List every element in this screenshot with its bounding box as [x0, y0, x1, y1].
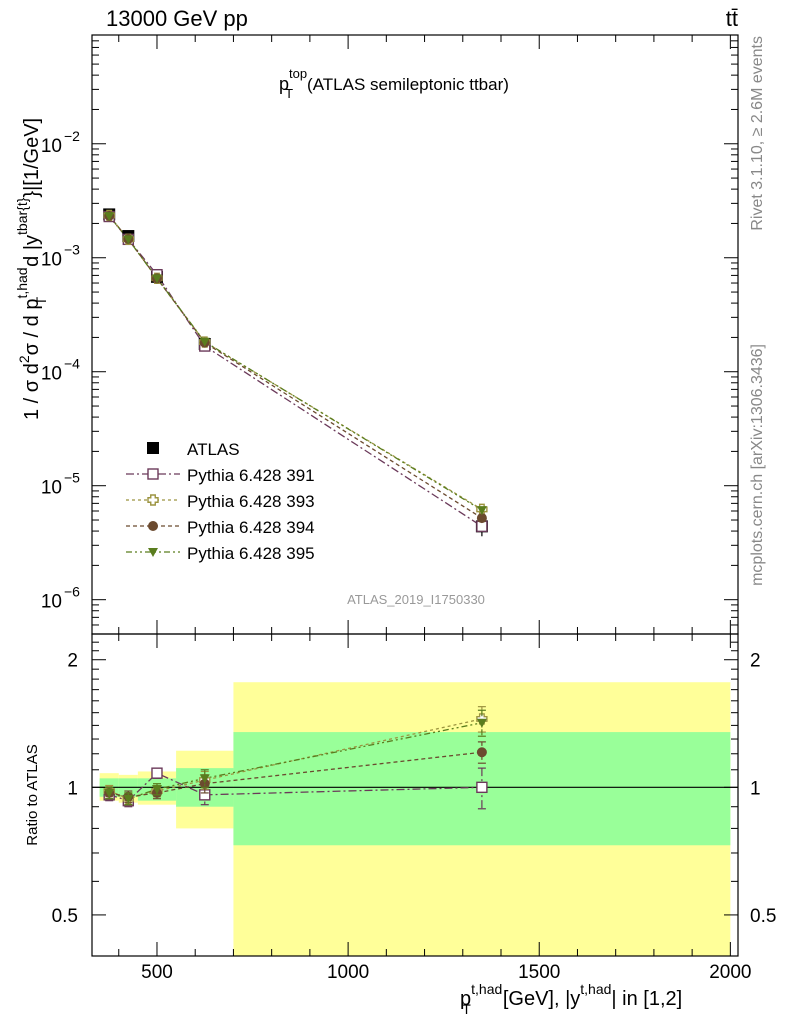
x-tick-label: 1500 [518, 962, 560, 983]
legend-label-data: ATLAS [187, 440, 240, 459]
main-markers [103, 208, 488, 537]
plot-title: ptop T (ATLAS semileptonic ttbar) [279, 66, 509, 101]
ylabel-a-sup: 2 [16, 355, 32, 363]
y-tick-label: 10 [41, 592, 62, 613]
x-tick-label: 1000 [327, 962, 369, 983]
xlabel-y-sup: t,had [580, 981, 611, 997]
xlabel-end: | in [1,2] [611, 988, 682, 1010]
title-main: p [279, 74, 289, 94]
mc-point [151, 274, 162, 284]
ylabel-c-sup: tbar{t} [14, 197, 30, 235]
legend-label: Pythia 6.428 393 [187, 492, 315, 511]
legend-marker [148, 521, 158, 531]
mc-point [476, 506, 487, 516]
y-tick-exponent: −3 [64, 242, 80, 258]
legend-marker-data [147, 442, 159, 454]
ylabel-b-sup: t,had [14, 267, 30, 298]
ylabel-c: d |y [21, 235, 43, 267]
y-tick-label: 10 [41, 250, 62, 271]
ratio-y-label: Ratio to ATLAS [24, 744, 41, 845]
y-axis-label: 1 / σ d2σ / d pt,hadTd |ytbar{t}}|[1/GeV… [14, 118, 49, 420]
legend-label: Pythia 6.428 394 [187, 518, 315, 537]
ratio-point [199, 774, 210, 784]
ylabel-a: 1 / σ d [21, 363, 43, 420]
title-rest: (ATLAS semileptonic ttbar) [307, 75, 509, 94]
legend-label: Pythia 6.428 395 [187, 544, 315, 563]
mc-point [104, 212, 115, 222]
y-tick-exponent: −5 [64, 470, 80, 486]
xlabel-mid: [GeV], |y [503, 988, 580, 1010]
x-axis-label: pt,had T [GeV], |yt,had| in [1,2] [460, 981, 682, 1017]
legend-marker [147, 494, 159, 506]
x-tick-label: 500 [141, 962, 173, 983]
ratio-series-line [109, 722, 483, 800]
y-tick-exponent: −2 [64, 128, 80, 144]
ratio-bands [92, 682, 738, 956]
mc-point [123, 235, 134, 245]
title-sub: T [285, 86, 293, 101]
ratio-point [123, 794, 134, 804]
ratio-tick-label-left: 2 [67, 651, 78, 672]
ratio-point [104, 788, 115, 798]
y-tick-label: 10 [41, 478, 62, 499]
title-sup: top [289, 66, 307, 81]
ratio-tick-label-right: 0.5 [750, 906, 776, 927]
header-right: tt̄ [726, 6, 738, 31]
main-axes: 10−610−510−410−310−2 [41, 34, 738, 635]
ratio-axes: 500 1000 1500 2000 0.5 0.5 1 1 2 2 [52, 633, 776, 983]
xlabel-p: p [460, 988, 471, 1010]
mc-point [476, 513, 487, 524]
ratio-series-line [109, 751, 482, 798]
mcplots-label: mcplots.cern.ch [arXiv:1306.3436] [749, 344, 766, 586]
y-tick-label: 10 [41, 364, 62, 385]
xlabel-p-sup: t,had [471, 981, 502, 997]
legend: ATLAS Pythia 6.428 391 Pythia 6.428 393 Pyt… [126, 440, 315, 563]
legend-marker [147, 468, 159, 480]
main-panel: 10−610−510−410−310−2 [41, 34, 739, 635]
ylabel-b-sub: T [33, 296, 49, 305]
y-tick-exponent: −4 [64, 356, 80, 372]
ratio-point [476, 718, 487, 728]
ratio-tick-label-left: 1 [67, 778, 78, 799]
ratio-point [151, 785, 162, 795]
xlabel-p-sub: T [462, 1001, 471, 1017]
ratio-tick-label-right: 1 [750, 778, 761, 799]
header-left: 13000 GeV pp [106, 6, 248, 31]
x-tick-label: 2000 [709, 962, 751, 983]
ylabel-d: }|[1/GeV] [21, 118, 43, 198]
ratio-markers [103, 706, 488, 810]
legend-label: Pythia 6.428 391 [187, 466, 315, 485]
mc-point [199, 337, 210, 347]
ratio-point [151, 767, 163, 779]
legend-marker [148, 548, 158, 557]
analysis-watermark: ATLAS_2019_I1750330 [347, 592, 485, 607]
rivet-label: Rivet 3.1.10, ≥ 2.6M events [749, 36, 766, 231]
y-tick-exponent: −6 [64, 584, 80, 600]
ratio-point [476, 781, 488, 794]
ratio-point [199, 778, 210, 789]
ratio-tick-label-right: 2 [750, 651, 761, 672]
ylabel-b: σ / d p [21, 299, 43, 356]
ratio-panel: 500 1000 1500 2000 0.5 0.5 1 1 2 2 [52, 633, 776, 983]
y-tick-label: 10 [41, 136, 62, 157]
ratio-point [476, 747, 487, 758]
ratio-tick-label-left: 0.5 [52, 906, 78, 927]
